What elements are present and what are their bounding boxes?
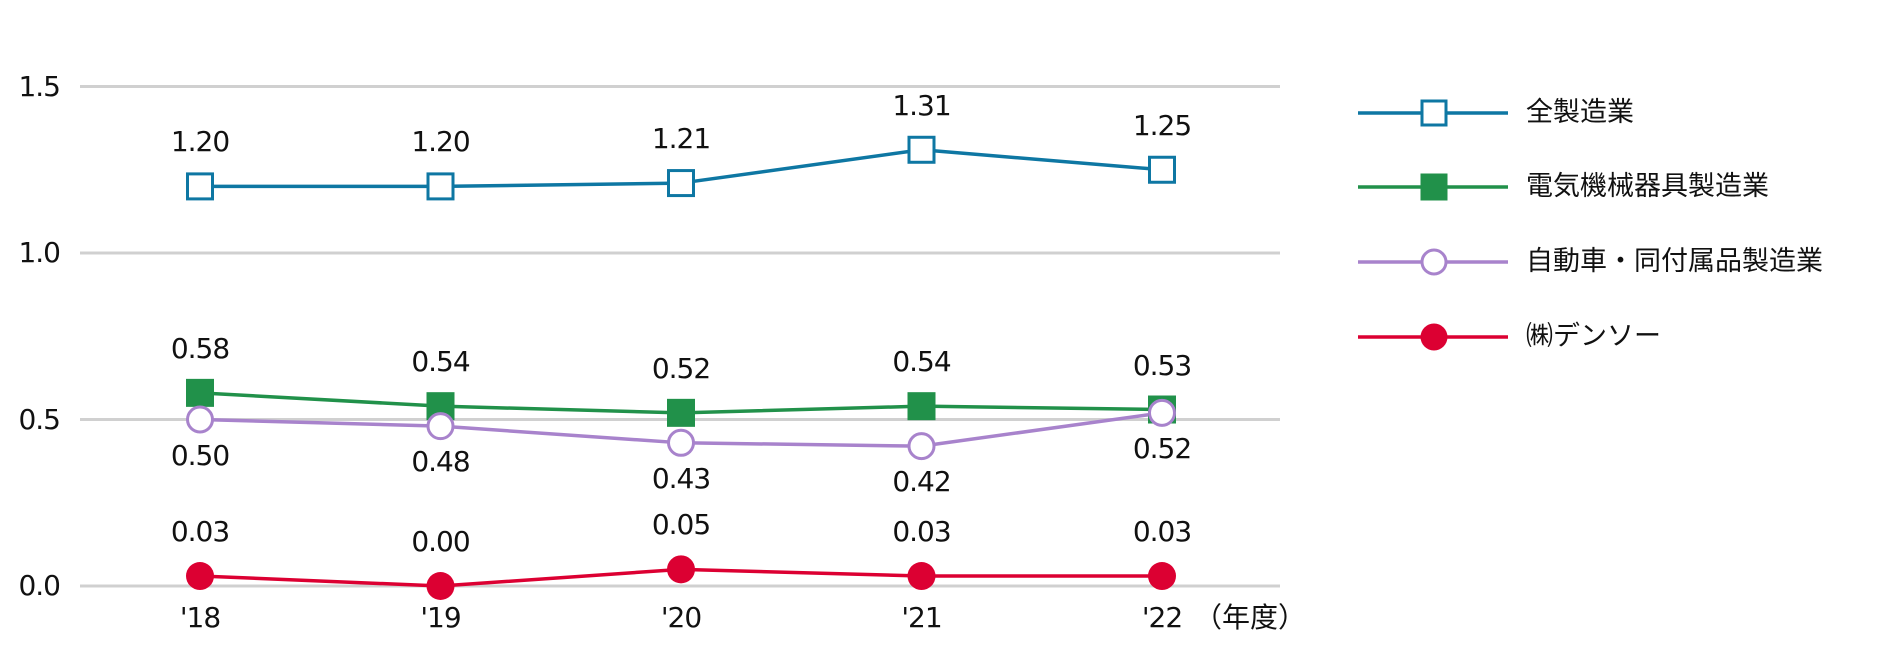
data-label: 0.52 [1132, 431, 1192, 465]
legend-label: ㈱デンソー [1526, 321, 1661, 352]
data-label: 0.42 [892, 465, 951, 499]
gridlines [80, 85, 1280, 588]
data-label: 0.58 [170, 331, 230, 365]
data-label: 1.20 [170, 125, 230, 159]
circle-filled-marker [426, 572, 455, 600]
legend-item-all-manufacturing[interactable]: 全製造業 [1358, 93, 1898, 133]
data-label: 0.54 [892, 345, 951, 379]
circle-open-marker [667, 428, 695, 457]
circle-open-marker [426, 412, 455, 441]
circle-open-marker [1420, 248, 1448, 276]
legend-label: 電気機械器具製造業 [1526, 171, 1769, 202]
y-tick-label: 0.0 [18, 569, 61, 602]
legend-item-denso[interactable]: ㈱デンソー [1358, 317, 1898, 357]
data-label: 0.03 [892, 515, 951, 548]
circle-filled-marker [667, 555, 695, 584]
data-label: 0.00 [411, 525, 470, 558]
data-label: 1.21 [651, 122, 711, 156]
data-label: 0.50 [170, 438, 230, 472]
square-filled-marker [186, 378, 214, 407]
data-label: 1.20 [411, 125, 470, 159]
circle-open-marker-icon [1358, 248, 1508, 276]
square-filled-marker [667, 398, 695, 427]
square-filled-marker-icon [1358, 173, 1508, 201]
data-label: 1.25 [1132, 108, 1192, 142]
x-tick-label: '22 [1141, 601, 1183, 634]
legend-label: 全製造業 [1526, 97, 1634, 128]
series-markers [186, 135, 1176, 600]
square-open-marker [1420, 99, 1448, 127]
x-tick-label: '20 [660, 601, 702, 634]
data-label: 0.48 [411, 445, 470, 479]
square-open-marker [426, 172, 455, 201]
y-tick-label: 1.5 [18, 69, 61, 103]
series-markers-0 [186, 135, 1176, 201]
square-open-marker [1148, 155, 1176, 184]
square-filled-marker [907, 392, 936, 421]
x-tick-label: '19 [420, 601, 461, 634]
data-label: 0.03 [170, 515, 230, 548]
square-open-marker-icon [1358, 99, 1508, 127]
data-label: 1.31 [892, 88, 951, 122]
legend-label: 自動車・同付属品製造業 [1526, 246, 1823, 277]
x-tick-label: '21 [901, 601, 942, 634]
circle-open-marker [1148, 398, 1176, 427]
y-tick-label: 1.0 [18, 236, 61, 269]
x-axis-unit-label: （年度） [1194, 601, 1307, 634]
legend-item-automobile-parts[interactable]: 自動車・同付属品製造業 [1358, 242, 1898, 282]
series-markers-1 [186, 378, 1176, 427]
circle-filled-marker-icon [1358, 323, 1508, 351]
circle-filled-marker [1148, 562, 1176, 591]
circle-filled-marker [186, 562, 214, 591]
legend-item-electrical-machinery[interactable]: 電気機械器具製造業 [1358, 167, 1898, 207]
data-label: 0.54 [411, 345, 470, 379]
data-label: 0.03 [1132, 515, 1192, 548]
data-label: 0.52 [651, 351, 711, 385]
square-open-marker [186, 172, 214, 201]
data-label: 0.53 [1132, 348, 1192, 382]
series-markers-2 [186, 398, 1176, 461]
square-filled-marker [1420, 173, 1448, 201]
x-tick-label: '18 [179, 601, 221, 634]
series-markers-3 [186, 555, 1176, 600]
circle-filled-marker [907, 562, 936, 591]
data-label: 0.05 [651, 508, 711, 542]
circle-open-marker [186, 405, 214, 434]
circle-filled-marker [1420, 323, 1448, 351]
square-open-marker [667, 169, 695, 198]
circle-open-marker [907, 432, 936, 461]
data-label: 0.43 [651, 461, 711, 495]
y-tick-label: 0.5 [18, 402, 61, 436]
square-open-marker [907, 135, 936, 164]
